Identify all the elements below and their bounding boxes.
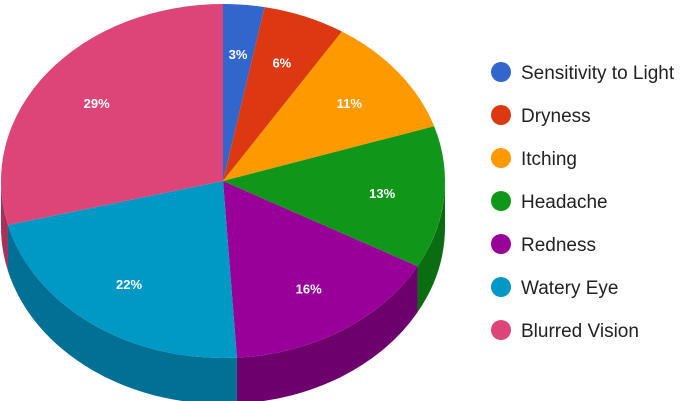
legend-item-watery-eye: Watery Eye (491, 277, 619, 299)
pie-side-redness (236, 266, 418, 401)
pie-label-redness: 16% (296, 282, 322, 297)
legend-item-headache: Headache (491, 191, 608, 213)
legend-swatch (491, 148, 511, 168)
legend: Sensitivity to Light Dryness Itching Headac… (491, 62, 675, 342)
legend-item-redness: Redness (491, 234, 596, 256)
legend-label: Dryness (521, 106, 591, 127)
legend-label: Itching (521, 149, 577, 170)
pie-label-blurred-vision: 29% (84, 96, 110, 111)
pie-slices (0, 4, 446, 358)
legend-swatch (491, 277, 511, 297)
pie-side-headache (417, 181, 445, 313)
pie-side-walls (1, 181, 445, 401)
legend-swatch (491, 62, 511, 82)
pie-slice-labels: 3% 6% 11% 13% 16% 22% 29% (84, 47, 396, 296)
pie-slice-itching (223, 31, 435, 182)
legend-label: Blurred Vision (521, 321, 639, 342)
pie-label-headache: 13% (369, 186, 395, 201)
legend-item-itching: Itching (491, 148, 577, 170)
legend-item-sensitivity-to-light: Sensitivity to Light (491, 62, 675, 84)
pie-label-itching: 11% (337, 96, 363, 111)
legend-label: Redness (521, 235, 596, 256)
legend-swatch (491, 191, 511, 211)
pie-label-dryness: 6% (272, 56, 291, 71)
pie-slice-headache (223, 126, 446, 267)
pie-slice-blurred-vision (0, 4, 224, 226)
pie-label-sensitivity-to-light: 3% (229, 47, 248, 62)
pie-slice-redness (223, 181, 418, 358)
legend-item-dryness: Dryness (491, 105, 591, 127)
legend-swatch (491, 320, 511, 340)
legend-label: Sensitivity to Light (521, 63, 675, 84)
legend-item-blurred-vision: Blurred Vision (491, 320, 639, 342)
pie-side-blurred-vision (1, 181, 8, 272)
legend-swatch (491, 234, 511, 254)
pie-slice-watery-eye (7, 181, 237, 358)
legend-label: Watery Eye (521, 278, 619, 299)
legend-swatch (491, 105, 511, 125)
pie-slice-dryness (223, 7, 342, 181)
pie-slice-sensitivity-to-light (223, 4, 265, 181)
legend-label: Headache (521, 192, 608, 213)
pie-label-watery-eye: 22% (116, 277, 142, 292)
pie-side-watery-eye (7, 225, 237, 401)
